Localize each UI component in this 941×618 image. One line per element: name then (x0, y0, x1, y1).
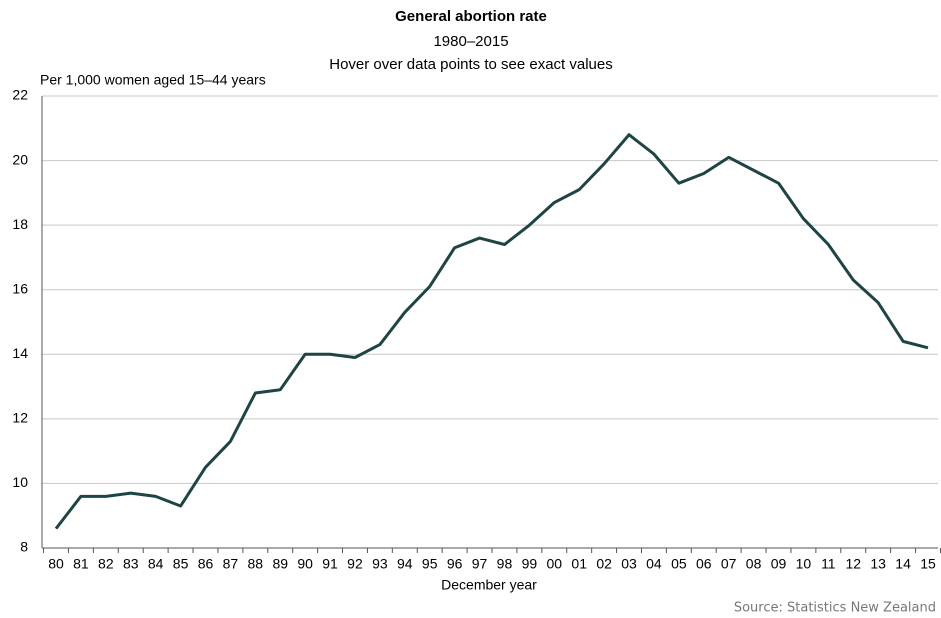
x-tick-label: 80 (48, 556, 64, 572)
x-tick-label: 02 (596, 556, 612, 572)
x-tick-label: 10 (796, 556, 812, 572)
x-tick-label: 99 (522, 556, 538, 572)
y-tick-label: 20 (12, 151, 28, 167)
x-tick-label: 12 (845, 556, 861, 572)
x-tick-label: 98 (497, 556, 513, 572)
x-tick-label: 92 (347, 556, 363, 572)
x-tick-label: 89 (272, 556, 288, 572)
chart-subtitle: 1980–2015 (433, 33, 508, 50)
y-tick-label: 14 (12, 345, 28, 361)
x-axis-label: December year (441, 577, 537, 593)
x-tick-label: 81 (73, 556, 89, 572)
x-tick-label: 07 (721, 556, 737, 572)
x-tick-label: 95 (422, 556, 438, 572)
line (54, 133, 929, 530)
y-axis-label: Per 1,000 women aged 15–44 years (40, 72, 266, 88)
x-tick-label: 03 (621, 556, 637, 572)
y-tick-label: 22 (12, 87, 28, 103)
x-tick-label: 91 (322, 556, 338, 572)
x-tick-label: 04 (646, 556, 662, 572)
chart-title: General abortion rate (395, 8, 547, 25)
y-tick-label: 8 (20, 539, 28, 555)
annotation: Hover over data points to see exact valu… (329, 56, 613, 73)
x-tick-label: 97 (472, 556, 488, 572)
source: Source: Statistics New Zealand (734, 601, 936, 616)
y-tick-label: 16 (12, 280, 28, 296)
x-tick-label: 84 (148, 556, 164, 572)
x-tick-label: 88 (248, 556, 264, 572)
x-tick-label: 01 (571, 556, 587, 572)
x-tick-label: 94 (397, 556, 413, 572)
x-tick-label: 86 (198, 556, 214, 572)
x-tick-label: 15 (920, 556, 936, 572)
x-tick-label: 96 (447, 556, 463, 572)
x-tick-label: 00 (546, 556, 562, 572)
y-tick-label: 18 (12, 216, 28, 232)
x-tick-label: 13 (870, 556, 886, 572)
x-tick-label: 06 (696, 556, 712, 572)
x-tick-label: 09 (771, 556, 787, 572)
y-tick-label: 10 (12, 474, 28, 490)
x-tick-label: 08 (746, 556, 762, 572)
x-tick-label: 11 (821, 556, 836, 572)
x-tick-label: 05 (671, 556, 687, 572)
x-tick-label: 93 (372, 556, 388, 572)
y-tick-label: 12 (12, 410, 28, 426)
x-tick-label: 83 (123, 556, 139, 572)
x-tick-label: 14 (895, 556, 911, 572)
x-tick-label: 90 (297, 556, 313, 572)
x-tick-label: 87 (223, 556, 239, 572)
x-tick-label: 85 (173, 556, 189, 572)
x-tick-label: 82 (98, 556, 114, 572)
